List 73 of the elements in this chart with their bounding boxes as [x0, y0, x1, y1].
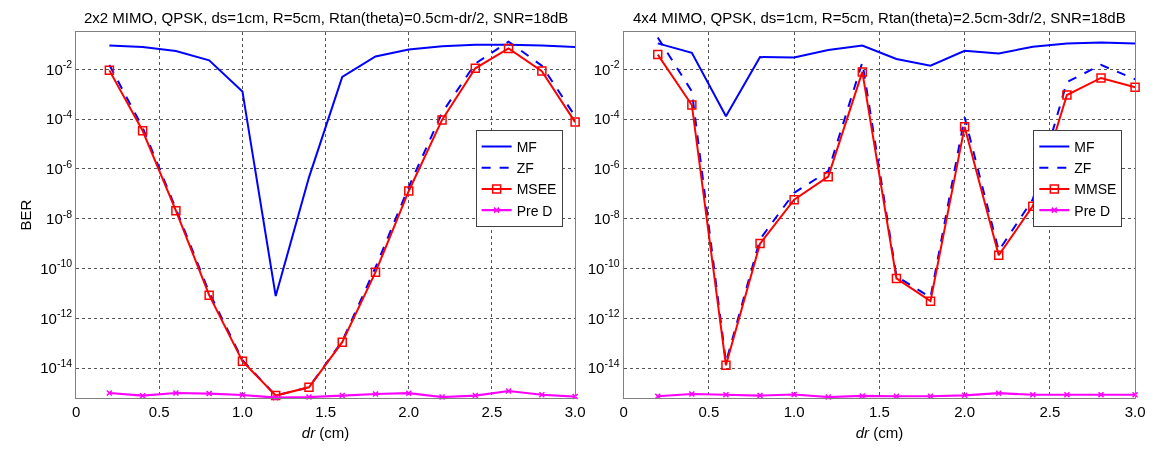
point: [370, 267, 381, 277]
point: [925, 296, 936, 306]
chart-title: 4x4 MIMO, QPSK, ds=1cm, R=5cm, Rtan(theta)=2.5cm-3dr/2, SNR=18dB: [633, 9, 1126, 26]
y-tick-label: 10$^{-6}$: [46, 157, 73, 178]
point: [1130, 82, 1140, 93]
y-tick-label: 10$^{-4}$: [593, 108, 620, 128]
point: [270, 390, 281, 401]
legend-label: Pre D: [1074, 202, 1111, 219]
y-tick-label: 10$^{-14}$: [40, 357, 73, 377]
y-tick-label: 10$^{-10}$: [587, 257, 620, 277]
x-tick-label: 1.5: [868, 403, 890, 420]
point: [891, 273, 902, 284]
point: [687, 100, 697, 110]
x-tick-label: 0: [619, 403, 628, 420]
point: [137, 126, 148, 136]
point: [721, 360, 731, 371]
y-tick-label: 10$^{-12}$: [587, 307, 620, 327]
x-tick-label: 0.5: [698, 403, 720, 420]
point: [789, 194, 799, 205]
point: [404, 186, 414, 196]
point: [570, 117, 580, 127]
x-tick-label: 2.0: [954, 403, 976, 420]
x-tick-label: 0.5: [148, 403, 170, 420]
x-tick-label: 3.0: [1124, 403, 1146, 420]
point: [1096, 73, 1106, 83]
y-tick-label: 10$^{-8}$: [46, 207, 73, 227]
point: [1062, 90, 1072, 100]
x-tick-label: 0: [71, 403, 81, 420]
point: [993, 250, 1004, 261]
point: [437, 115, 447, 125]
x-tick-label: 1.0: [783, 403, 805, 420]
point: [857, 67, 868, 77]
legend-label: ZF: [1074, 160, 1092, 177]
point: [337, 337, 347, 347]
legend-label: MF: [1074, 138, 1095, 155]
point: [537, 66, 547, 76]
point: [959, 122, 970, 132]
point: [171, 205, 181, 216]
x-tick-label: 2.5: [481, 403, 503, 420]
point: [304, 382, 314, 393]
x-tick-label: 2.0: [398, 403, 420, 420]
point: [755, 238, 765, 249]
point: [1029, 391, 1037, 399]
y-tick-label: 10$^{-8}$: [593, 207, 620, 227]
point: [139, 392, 146, 399]
legend-label: Pre D: [516, 202, 553, 219]
point: [237, 356, 248, 366]
x-axis-title: dr (cm): [855, 424, 904, 441]
point: [470, 63, 481, 74]
point: [653, 49, 663, 60]
legend-label: MSEE: [516, 181, 557, 198]
legend-label: MF: [516, 138, 537, 155]
point: [405, 389, 413, 397]
x-tick-label: 2.5: [1039, 403, 1061, 420]
x-axis-title: dr (cm): [301, 424, 350, 441]
point: [204, 290, 214, 300]
y-tick-label: 10$^{-6}$: [593, 157, 620, 178]
chart-title: 2x2 MIMO, QPSK, ds=1cm, R=5cm, Rtan(theta)=0.5cm-dr/2, SNR=18dB: [84, 9, 569, 26]
x-tick-label: 1.0: [232, 403, 253, 420]
legend-label: MMSE: [1074, 181, 1117, 198]
point: [503, 43, 514, 54]
x-tick-label: 1.5: [315, 403, 337, 420]
point: [104, 65, 115, 76]
y-tick-label: 10$^{-14}$: [587, 357, 620, 377]
legend-label: ZF: [516, 160, 534, 177]
point: [823, 171, 833, 182]
x-tick-label: 3.0: [564, 403, 586, 420]
y-tick-label: 10$^{-4}$: [46, 108, 73, 128]
y-tick-label: 10$^{-10}$: [40, 257, 73, 277]
y-tick-label: 10$^{-12}$: [40, 307, 73, 327]
y-tick-label: 10$^{-2}$: [593, 58, 620, 78]
y-tick-label: 10$^{-2}$: [46, 58, 73, 78]
y-axis-title: BER: [17, 199, 35, 231]
